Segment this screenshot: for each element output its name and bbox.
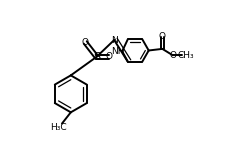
Text: S: S	[93, 52, 100, 62]
Text: O: O	[82, 38, 89, 47]
Text: O: O	[169, 51, 176, 60]
Text: N: N	[111, 35, 118, 45]
Text: H₃C: H₃C	[50, 123, 66, 132]
Text: O: O	[159, 32, 166, 41]
Text: CH₃: CH₃	[177, 51, 194, 60]
Text: O: O	[106, 52, 113, 61]
Text: NH: NH	[111, 47, 125, 56]
